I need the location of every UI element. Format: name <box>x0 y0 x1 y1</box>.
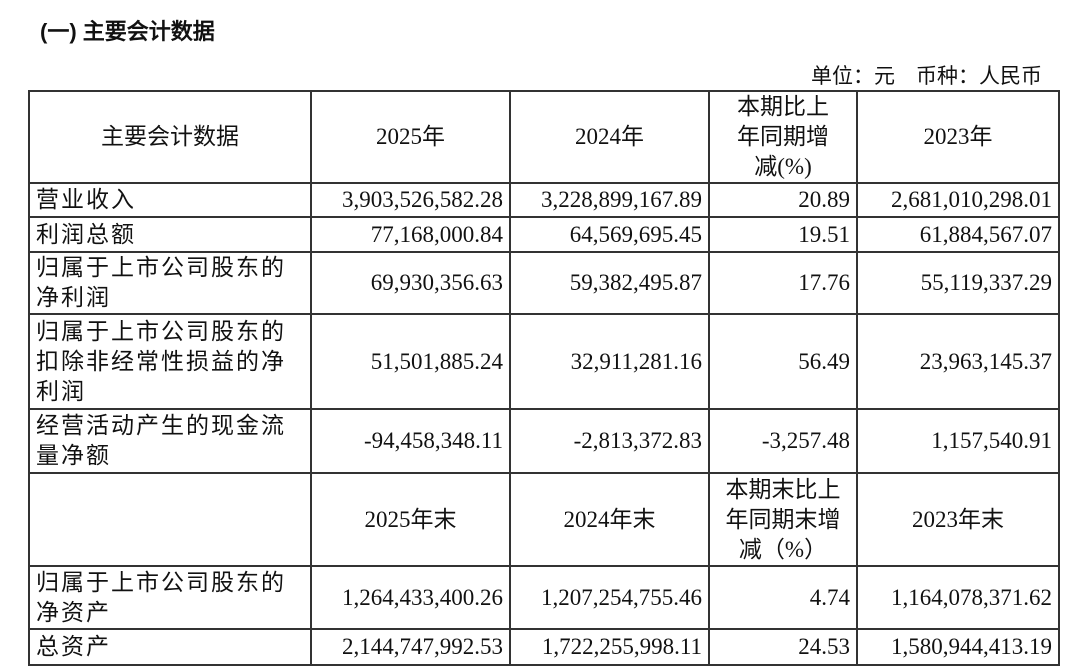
value-cell: -3,257.48 <box>708 408 858 474</box>
row-label: 利润总额 <box>28 216 312 253</box>
header-cell: 2024年末 <box>509 472 710 567</box>
table-row: 营业收入 3,903,526,582.28 3,228,899,167.89 2… <box>28 182 1060 218</box>
header-cell: 2024年 <box>509 90 710 184</box>
value-cell: 1,164,078,371.62 <box>856 565 1060 630</box>
table-row: 归属于上市公司股东的净资产 1,264,433,400.26 1,207,254… <box>28 565 1060 630</box>
value-cell: 2,681,010,298.01 <box>856 182 1060 218</box>
value-cell: 51,501,885.24 <box>310 313 511 410</box>
header-cell: 2025年 <box>310 90 511 184</box>
value-cell: 61,884,567.07 <box>856 216 1060 253</box>
value-cell: 32,911,281.16 <box>509 313 710 410</box>
table-header-row: 主要会计数据 2025年 2024年 本期比上年同期增减(%) 2023年 <box>28 90 1060 184</box>
value-cell: 17.76 <box>708 251 858 315</box>
table-row: 利润总额 77,168,000.84 64,569,695.45 19.51 6… <box>28 216 1060 253</box>
value-cell: 4.74 <box>708 565 858 630</box>
value-cell: 56.49 <box>708 313 858 410</box>
header-cell: 2025年末 <box>310 472 511 567</box>
accounting-data-table: 主要会计数据 2025年 2024年 本期比上年同期增减(%) 2023年 营业… <box>28 90 1060 666</box>
value-cell: 1,722,255,998.11 <box>509 628 710 666</box>
value-cell: 55,119,337.29 <box>856 251 1060 315</box>
value-cell: 64,569,695.45 <box>509 216 710 253</box>
table-row: 经营活动产生的现金流量净额 -94,458,348.11 -2,813,372.… <box>28 408 1060 474</box>
row-label: 归属于上市公司股东的净资产 <box>28 565 312 630</box>
header-cell <box>28 472 312 567</box>
header-cell: 本期末比上年同期末增减（%） <box>708 472 858 567</box>
header-cell: 主要会计数据 <box>28 90 312 184</box>
row-label: 营业收入 <box>28 182 312 218</box>
value-cell: 3,228,899,167.89 <box>509 182 710 218</box>
table-row: 归属于上市公司股东的净利润 69,930,356.63 59,382,495.8… <box>28 251 1060 315</box>
row-label: 归属于上市公司股东的扣除非经常性损益的净利润 <box>28 313 312 410</box>
section-title: (一) 主要会计数据 <box>40 19 215 44</box>
value-cell: 77,168,000.84 <box>310 216 511 253</box>
unit-note: 单位：元 币种：人民币 <box>811 64 1042 88</box>
value-cell: 1,264,433,400.26 <box>310 565 511 630</box>
header-cell: 2023年 <box>856 90 1060 184</box>
value-cell: 1,157,540.91 <box>856 408 1060 474</box>
value-cell: 3,903,526,582.28 <box>310 182 511 218</box>
row-label: 经营活动产生的现金流量净额 <box>28 408 312 474</box>
value-cell: 59,382,495.87 <box>509 251 710 315</box>
value-cell: 20.89 <box>708 182 858 218</box>
value-cell: 19.51 <box>708 216 858 253</box>
header-cell: 本期比上年同期增减(%) <box>708 90 858 184</box>
value-cell: 1,207,254,755.46 <box>509 565 710 630</box>
table-subheader-row: 2025年末 2024年末 本期末比上年同期末增减（%） 2023年末 <box>28 472 1060 567</box>
table-row: 归属于上市公司股东的扣除非经常性损益的净利润 51,501,885.24 32,… <box>28 313 1060 410</box>
value-cell: 2,144,747,992.53 <box>310 628 511 666</box>
value-cell: 23,963,145.37 <box>856 313 1060 410</box>
value-cell: -94,458,348.11 <box>310 408 511 474</box>
header-cell: 2023年末 <box>856 472 1060 567</box>
value-cell: 69,930,356.63 <box>310 251 511 315</box>
value-cell: -2,813,372.83 <box>509 408 710 474</box>
row-label: 归属于上市公司股东的净利润 <box>28 251 312 315</box>
